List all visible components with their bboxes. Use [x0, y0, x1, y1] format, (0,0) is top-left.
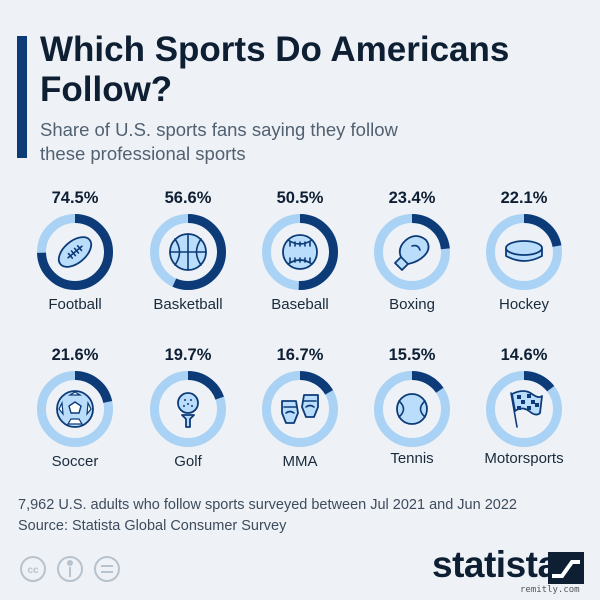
title-accent-bar: [17, 36, 27, 158]
soccer-ball-icon: [56, 390, 94, 428]
chart-subtitle: Share of U.S. sports fans saying they fo…: [40, 119, 398, 164]
value-label: 50.5%: [276, 189, 324, 207]
value-label: 74.5%: [51, 189, 99, 207]
category-label: Soccer: [51, 453, 99, 470]
hockey-puck-icon: [505, 240, 543, 262]
donut-arc-hockey: [486, 214, 562, 290]
donut-arc-mma: [262, 371, 338, 447]
value-label: 16.7%: [276, 346, 324, 364]
boxing-glove-icon: [394, 235, 430, 271]
donut-arc-baseball: [262, 214, 338, 290]
mma-gloves-icon: [281, 394, 319, 424]
value-label: 15.5%: [388, 346, 436, 364]
value-label: 23.4%: [388, 189, 436, 207]
donut-item-football: 74.5% Football: [20, 188, 130, 315]
donut-arc-basketball: [150, 214, 226, 290]
statista-logo-text[interactable]: statista: [432, 544, 558, 585]
donut-arc-motorsports: [486, 371, 562, 447]
donut-ring: [262, 371, 338, 447]
football-icon: [57, 236, 93, 268]
donut-ring: [486, 371, 562, 447]
donut-ring: [262, 214, 338, 290]
donut-item-baseball: 50.5% Baseball: [245, 188, 355, 315]
donut-ring: [150, 214, 226, 290]
checkered-flag-icon: [510, 390, 543, 428]
category-label: Boxing: [389, 296, 435, 313]
category-label: MMA: [282, 453, 318, 470]
donut-item-hockey: 22.1% Hockey: [469, 188, 579, 315]
donut-ring: [486, 214, 562, 290]
donut-arc-soccer: [37, 371, 113, 447]
no-derivatives-icon: [94, 556, 120, 582]
donut-item-mma: 16.7% MMA: [245, 345, 355, 472]
watermark: remitly.com: [520, 585, 580, 595]
category-label: Basketball: [153, 296, 223, 313]
chart-title: Which Sports Do Americans Follow?: [40, 30, 510, 109]
donut-arc-football: [37, 214, 113, 290]
value-label: 56.6%: [164, 189, 212, 207]
cc-icon: [20, 556, 46, 582]
donut-arc-golf: [150, 371, 226, 447]
category-label: Baseball: [271, 296, 329, 313]
donut-ring: [37, 214, 113, 290]
survey-note: 7,962 U.S. adults who follow sports surv…: [18, 497, 517, 513]
donut-item-tennis: 15.5% Tennis: [357, 345, 467, 469]
svg-text:cc: cc: [27, 565, 39, 576]
donut-item-boxing: 23.4% Boxing: [357, 188, 467, 315]
category-label: Golf: [174, 453, 202, 470]
category-label: Tennis: [390, 450, 434, 467]
category-label: Hockey: [498, 296, 550, 313]
donut-arc-boxing: [374, 214, 450, 290]
donut-item-golf: 19.7% Golf: [133, 345, 243, 472]
donut-item-soccer: 21.6% Soccer: [20, 345, 130, 472]
attribution-icon: [57, 556, 83, 582]
donut-item-basketball: 56.6% Basketball: [133, 188, 243, 315]
value-label: 22.1%: [500, 189, 548, 207]
license-icons: cc: [20, 556, 120, 582]
donut-ring: [374, 214, 450, 290]
donut-item-motorsports: 14.6% Motorsports: [469, 345, 579, 469]
source-note: Source: Statista Global Consumer Survey: [18, 518, 287, 534]
basketball-icon: [169, 233, 207, 271]
donut-ring: [374, 371, 450, 447]
golf-ball-icon: [177, 392, 199, 428]
donut-arc-tennis: [374, 371, 450, 447]
donut-ring: [150, 371, 226, 447]
value-label: 14.6%: [500, 346, 548, 364]
tennis-ball-icon: [396, 393, 428, 425]
category-label: Motorsports: [484, 450, 564, 467]
donut-ring: [37, 371, 113, 447]
statista-logo-icon[interactable]: [548, 552, 584, 584]
value-label: 19.7%: [164, 346, 212, 364]
chart-notes: 7,962 U.S. adults who follow sports surv…: [18, 495, 588, 537]
value-label: 21.6%: [51, 346, 99, 364]
baseball-icon: [282, 234, 318, 270]
category-label: Football: [48, 296, 102, 313]
